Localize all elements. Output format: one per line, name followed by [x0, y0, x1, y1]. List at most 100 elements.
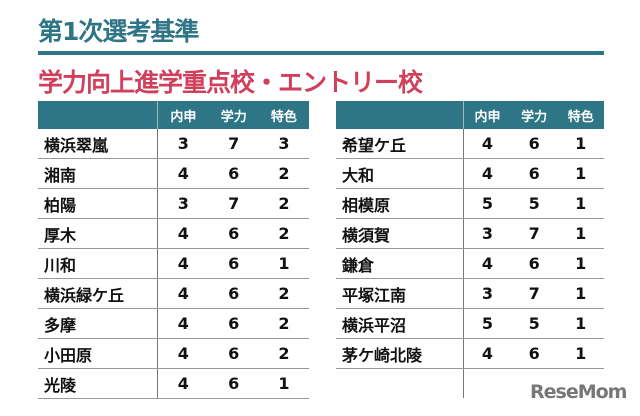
table-row: 厚木 4 6 2	[38, 218, 309, 249]
header-row: 内申 学力 特色	[38, 101, 309, 129]
school-name: 厚木	[38, 218, 158, 249]
score-cell: 1	[557, 218, 604, 249]
score-cell: 1	[557, 188, 604, 219]
table-row: 茅ケ崎北陵 4 6 1	[336, 338, 604, 369]
score-cell: 7	[208, 129, 259, 159]
score-cell: 1	[557, 308, 604, 339]
table-row: 多摩 4 6 2	[38, 308, 309, 339]
table-row: 横須賀 3 7 1	[336, 218, 604, 249]
table-row: 鎌倉 4 6 1	[336, 248, 604, 279]
table-row: 大和 4 6 1	[336, 158, 604, 189]
table-row: 横浜緑ケ丘 4 6 2	[38, 278, 309, 309]
score-cell: 6	[208, 248, 259, 279]
score-cell: 4	[157, 248, 209, 279]
left-criteria-table: 内申 学力 特色 横浜翠嵐 3 7 3 湘南 4 6 2 柏陽 3 7 2 厚木 4 6 2 川和 4 6 1 横浜緑ケ丘 4 6…	[38, 101, 309, 399]
title-divider	[38, 51, 604, 55]
school-name: 横浜平沼	[336, 308, 464, 339]
header-row: 内申 学力 特色	[336, 101, 604, 129]
score-cell: 3	[157, 129, 209, 159]
score-cell: 4	[157, 368, 209, 399]
column-header: 学力	[208, 101, 259, 129]
school-name: 茅ケ崎北陵	[336, 338, 464, 369]
school-name: 希望ケ丘	[336, 129, 464, 159]
table-row: 相模原 5 5 1	[336, 188, 604, 219]
school-name: 平塚江南	[336, 278, 464, 309]
score-cell: 6	[208, 308, 259, 339]
score-cell: 3	[258, 129, 309, 159]
school-name: 横須賀	[336, 218, 464, 249]
score-cell: 7	[510, 278, 558, 309]
subtitle: 学力向上進学重点校・エントリー校	[38, 68, 423, 97]
school-name: 湘南	[38, 158, 158, 189]
score-cell: 7	[208, 188, 259, 219]
score-cell: 3	[463, 218, 511, 249]
header-name	[336, 101, 464, 129]
school-name: 横浜緑ケ丘	[38, 278, 158, 309]
score-cell: 2	[258, 218, 309, 249]
score-cell: 7	[510, 218, 558, 249]
school-name: 多摩	[38, 308, 158, 339]
empty-row	[336, 368, 604, 398]
column-header: 内申	[157, 101, 209, 129]
score-cell: 6	[510, 248, 558, 279]
school-name: 小田原	[38, 338, 158, 369]
score-cell: 1	[557, 248, 604, 279]
score-cell: 4	[157, 218, 209, 249]
school-name: 大和	[336, 158, 464, 189]
column-header: 内申	[463, 101, 511, 129]
score-cell: 1	[557, 129, 604, 159]
score-cell: 6	[510, 129, 558, 159]
table-row: 湘南 4 6 2	[38, 158, 309, 189]
score-cell: 6	[510, 158, 558, 189]
column-header: 特色	[258, 101, 309, 129]
table-row: 平塚江南 3 7 1	[336, 278, 604, 309]
school-name: 柏陽	[38, 188, 158, 219]
score-cell: 2	[258, 158, 309, 189]
column-header: 特色	[557, 101, 604, 129]
table-row: 小田原 4 6 2	[38, 338, 309, 369]
score-cell: 1	[258, 368, 309, 399]
score-cell: 4	[463, 129, 511, 159]
score-cell: 4	[157, 278, 209, 309]
score-cell: 6	[208, 218, 259, 249]
score-cell: 5	[463, 308, 511, 339]
score-cell: 1	[557, 158, 604, 189]
score-cell: 2	[258, 188, 309, 219]
score-cell: 4	[463, 248, 511, 279]
score-cell: 1	[557, 278, 604, 309]
table-row: 柏陽 3 7 2	[38, 188, 309, 219]
school-name: 光陵	[38, 368, 158, 399]
score-cell: 4	[157, 308, 209, 339]
score-cell: 1	[557, 338, 604, 369]
resemom-logo: ReseMom	[530, 381, 627, 403]
table-row: 希望ケ丘 4 6 1	[336, 129, 604, 159]
score-cell: 6	[208, 158, 259, 189]
header-name	[38, 101, 158, 129]
table-row: 横浜平沼 5 5 1	[336, 308, 604, 339]
score-cell: 1	[258, 248, 309, 279]
school-name: 川和	[38, 248, 158, 279]
score-cell: 2	[258, 338, 309, 369]
school-name: 横浜翠嵐	[38, 129, 158, 159]
score-cell: 5	[510, 308, 558, 339]
score-cell: 4	[157, 338, 209, 369]
score-cell: 4	[463, 158, 511, 189]
score-cell: 2	[258, 308, 309, 339]
score-cell: 6	[208, 338, 259, 369]
score-cell: 6	[208, 368, 259, 399]
score-cell: 6	[510, 338, 558, 369]
table-row: 光陵 4 6 1	[38, 368, 309, 399]
school-name: 相模原	[336, 188, 464, 219]
table-row: 横浜翠嵐 3 7 3	[38, 129, 309, 159]
score-cell: 3	[157, 188, 209, 219]
score-cell: 4	[157, 158, 209, 189]
score-cell: 5	[463, 188, 511, 219]
page-title: 第1次選考基準	[38, 17, 199, 46]
score-cell: 5	[510, 188, 558, 219]
column-header: 学力	[510, 101, 558, 129]
school-name: 鎌倉	[336, 248, 464, 279]
score-cell: 3	[463, 278, 511, 309]
score-cell: 2	[258, 278, 309, 309]
table-row: 川和 4 6 1	[38, 248, 309, 279]
score-cell: 6	[208, 278, 259, 309]
